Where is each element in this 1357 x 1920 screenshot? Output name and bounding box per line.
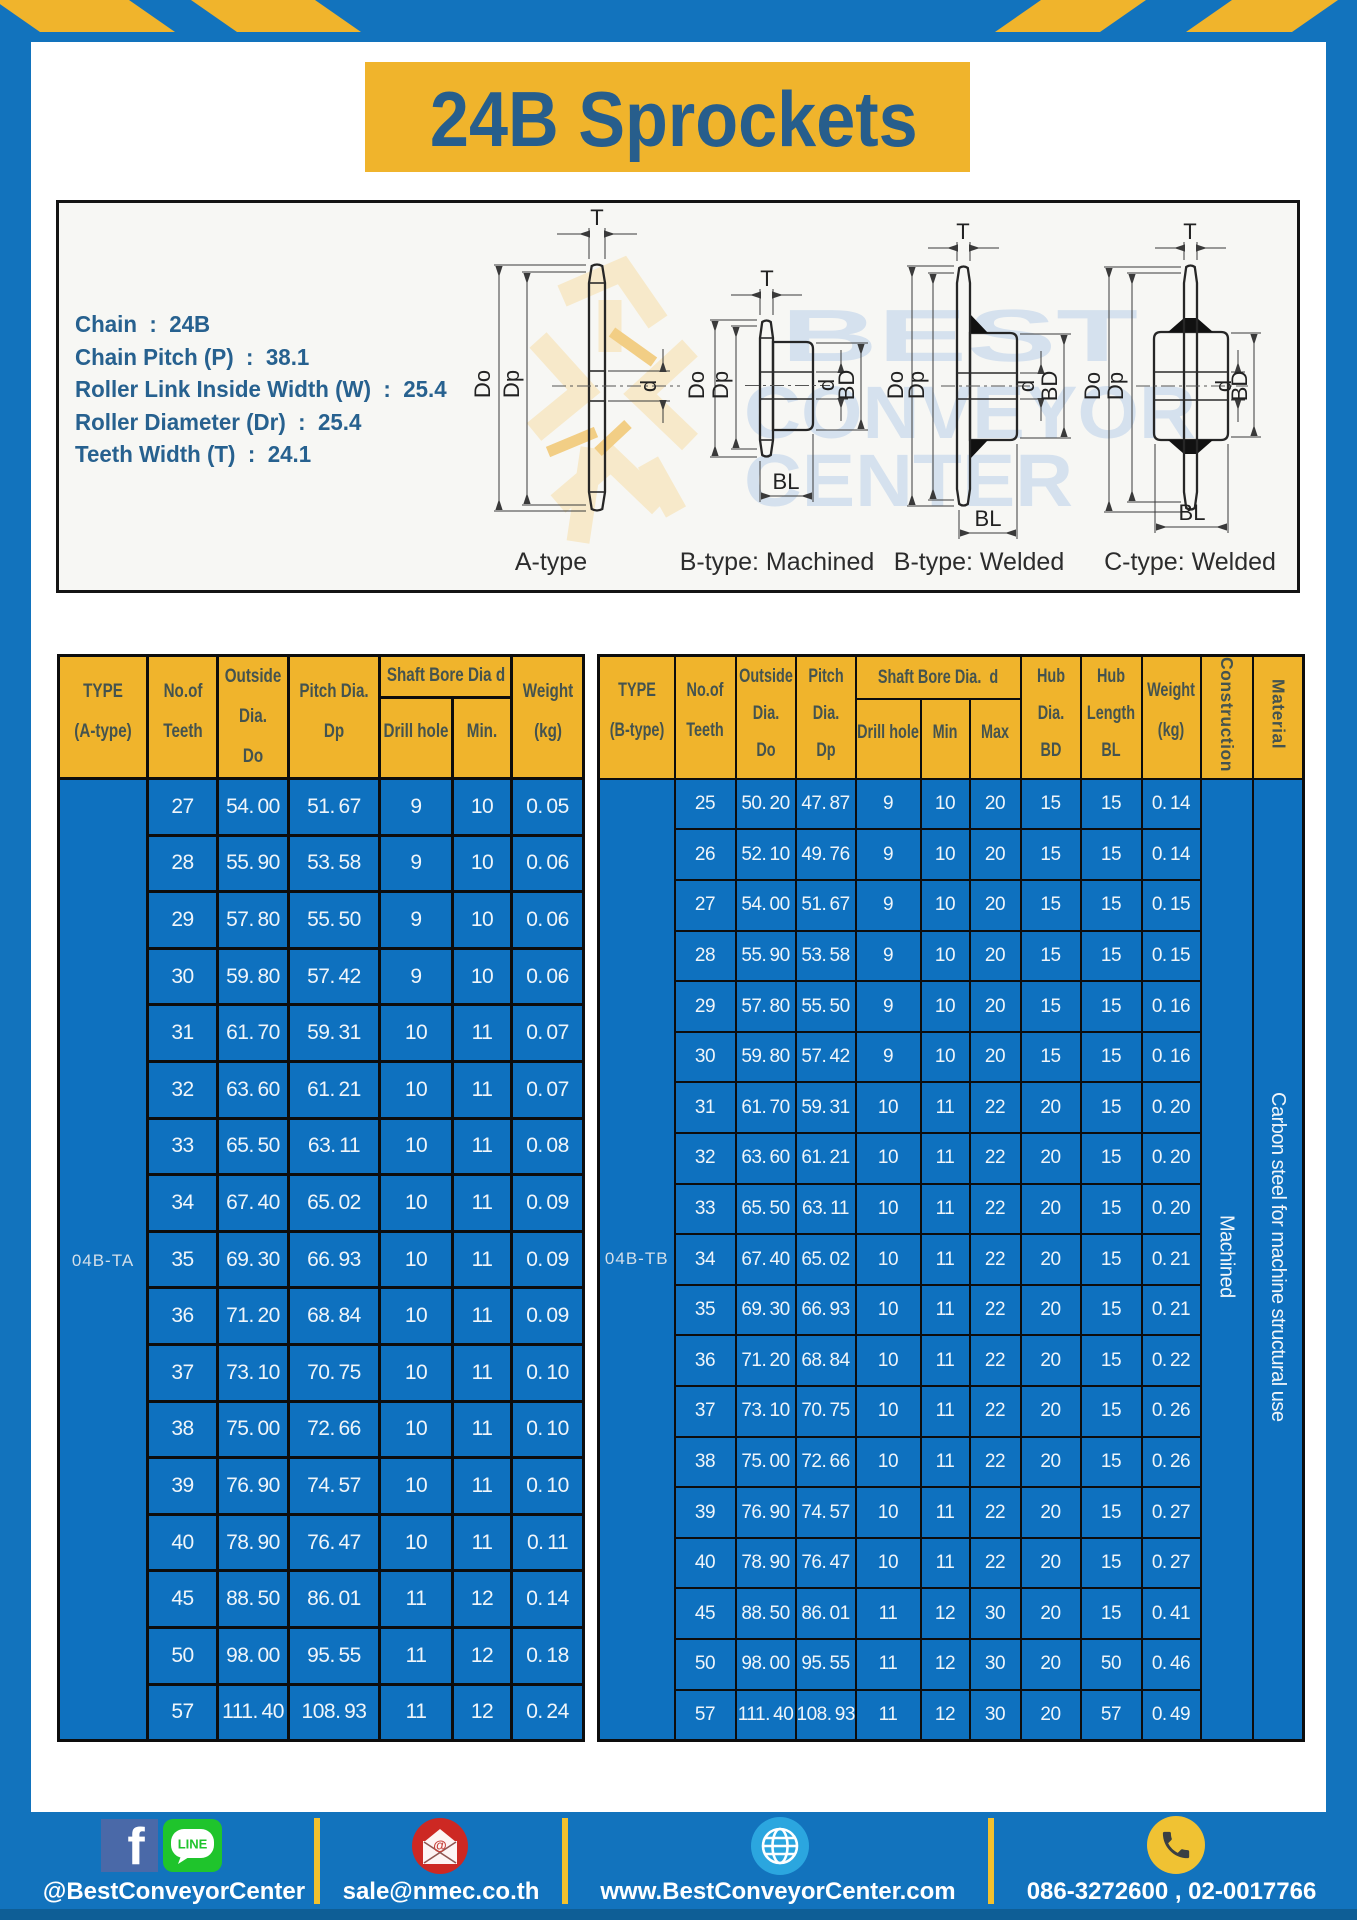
svg-text:T: T: [1183, 219, 1196, 244]
svg-text:Dp: Dp: [1103, 372, 1128, 400]
svg-text:d: d: [814, 379, 839, 391]
svg-text:B-type: Machined: B-type: Machined: [680, 548, 875, 576]
svg-text:BL: BL: [773, 469, 800, 494]
svg-text:BL: BL: [1179, 500, 1206, 525]
svg-text:BD: BD: [1227, 371, 1252, 402]
svg-text:C-type: Welded: C-type: Welded: [1104, 548, 1276, 576]
svg-text:T: T: [590, 205, 603, 230]
svg-text:f: f: [127, 1818, 145, 1876]
svg-text:Do: Do: [470, 370, 495, 398]
svg-text:T: T: [956, 219, 969, 244]
svg-text:BL: BL: [975, 506, 1002, 531]
svg-text:BEST: BEST: [781, 294, 1138, 377]
svg-text:d: d: [1014, 380, 1039, 392]
svg-text:d: d: [636, 380, 661, 392]
svg-text:Dp: Dp: [708, 371, 733, 399]
svg-text:d: d: [1211, 380, 1236, 392]
svg-text:A-type: A-type: [515, 548, 587, 576]
svg-text:Do: Do: [1080, 372, 1105, 400]
svg-text:@: @: [433, 1837, 447, 1853]
svg-text:BD: BD: [1037, 371, 1062, 402]
svg-text:LINE: LINE: [178, 1837, 208, 1852]
svg-text:BD: BD: [834, 370, 859, 401]
svg-text:B-type: Welded: B-type: Welded: [894, 548, 1064, 576]
svg-text:Do: Do: [684, 371, 709, 399]
svg-text:Dp: Dp: [499, 370, 524, 398]
svg-text:Dp: Dp: [904, 371, 929, 399]
svg-text:Do: Do: [883, 371, 908, 399]
svg-text:T: T: [760, 266, 773, 291]
